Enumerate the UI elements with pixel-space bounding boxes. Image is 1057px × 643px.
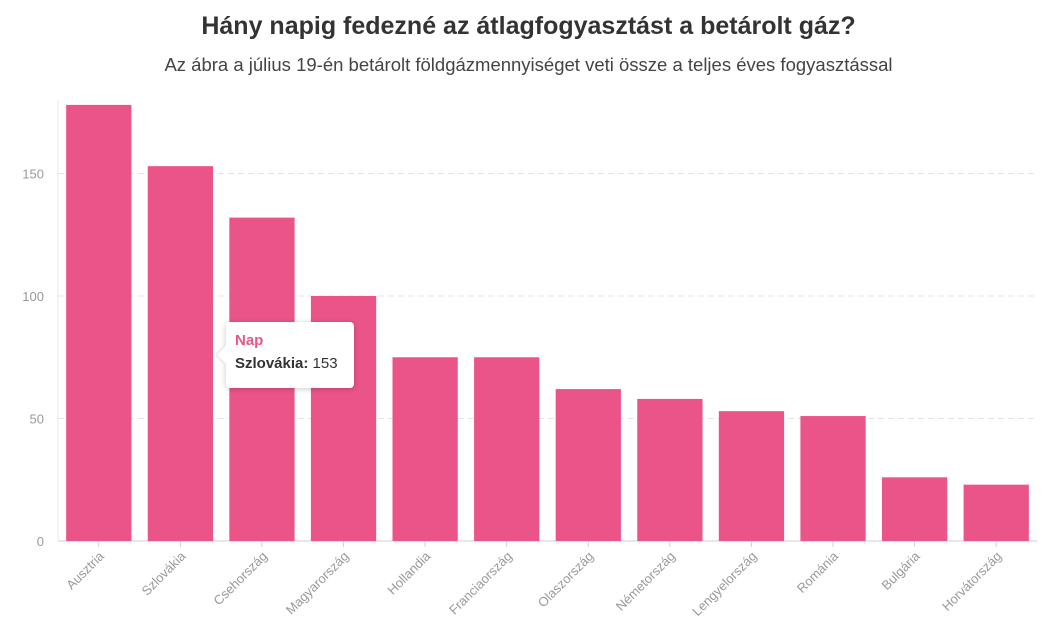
x-tick-label: Lengyelország <box>689 549 759 619</box>
hover-tooltip: Nap Szlovákia: 153 <box>226 322 354 388</box>
bar[interactable] <box>637 398 703 541</box>
y-tick-label: 150 <box>22 167 44 182</box>
bar[interactable] <box>147 166 214 541</box>
x-tick-label: Ausztria <box>63 548 107 592</box>
chart-subtitle: Az ábra a július 19-én betárolt földgázm… <box>164 54 893 75</box>
x-axis-ticks: Ausztria Szlovákia Csehország Magyarország H… <box>63 541 1004 619</box>
y-tick-label: 0 <box>37 534 44 549</box>
x-tick-label: Bulgária <box>878 548 923 593</box>
bar[interactable] <box>963 484 1029 541</box>
y-tick-label: 50 <box>30 412 44 427</box>
x-tick-label: Olaszország <box>535 549 597 611</box>
bar[interactable] <box>881 477 948 541</box>
x-tick-label: Románia <box>794 548 842 596</box>
x-tick-label: Csehország <box>210 549 270 609</box>
tooltip-value: 153 <box>312 355 338 372</box>
chart-title: Hány napig fedezné az átlagfogyasztást a… <box>201 12 856 40</box>
x-tick-label: Franciaország <box>446 549 515 618</box>
x-tick-label: Hollandia <box>384 548 433 597</box>
x-tick-label: Magyarország <box>283 549 352 618</box>
bar[interactable] <box>474 357 540 541</box>
y-tick-label: 100 <box>22 289 44 304</box>
bars <box>66 104 1029 542</box>
x-tick-label: Németország <box>613 549 678 614</box>
tooltip-row: Szlovákia: 153 <box>235 355 345 372</box>
grid-lines <box>57 100 1037 542</box>
x-tick-label: Szlovákia <box>139 548 189 598</box>
bar[interactable] <box>66 104 132 542</box>
x-tick-label: Horvátország <box>939 549 1004 614</box>
tooltip-label: Szlovákia: <box>235 355 309 372</box>
bar[interactable] <box>800 416 866 541</box>
tooltip-series-name: Nap <box>235 332 264 349</box>
bar[interactable] <box>555 389 621 541</box>
bar[interactable] <box>718 411 785 541</box>
bar[interactable] <box>392 357 458 541</box>
y-axis-ticks: 0 50 100 150 <box>22 167 44 550</box>
